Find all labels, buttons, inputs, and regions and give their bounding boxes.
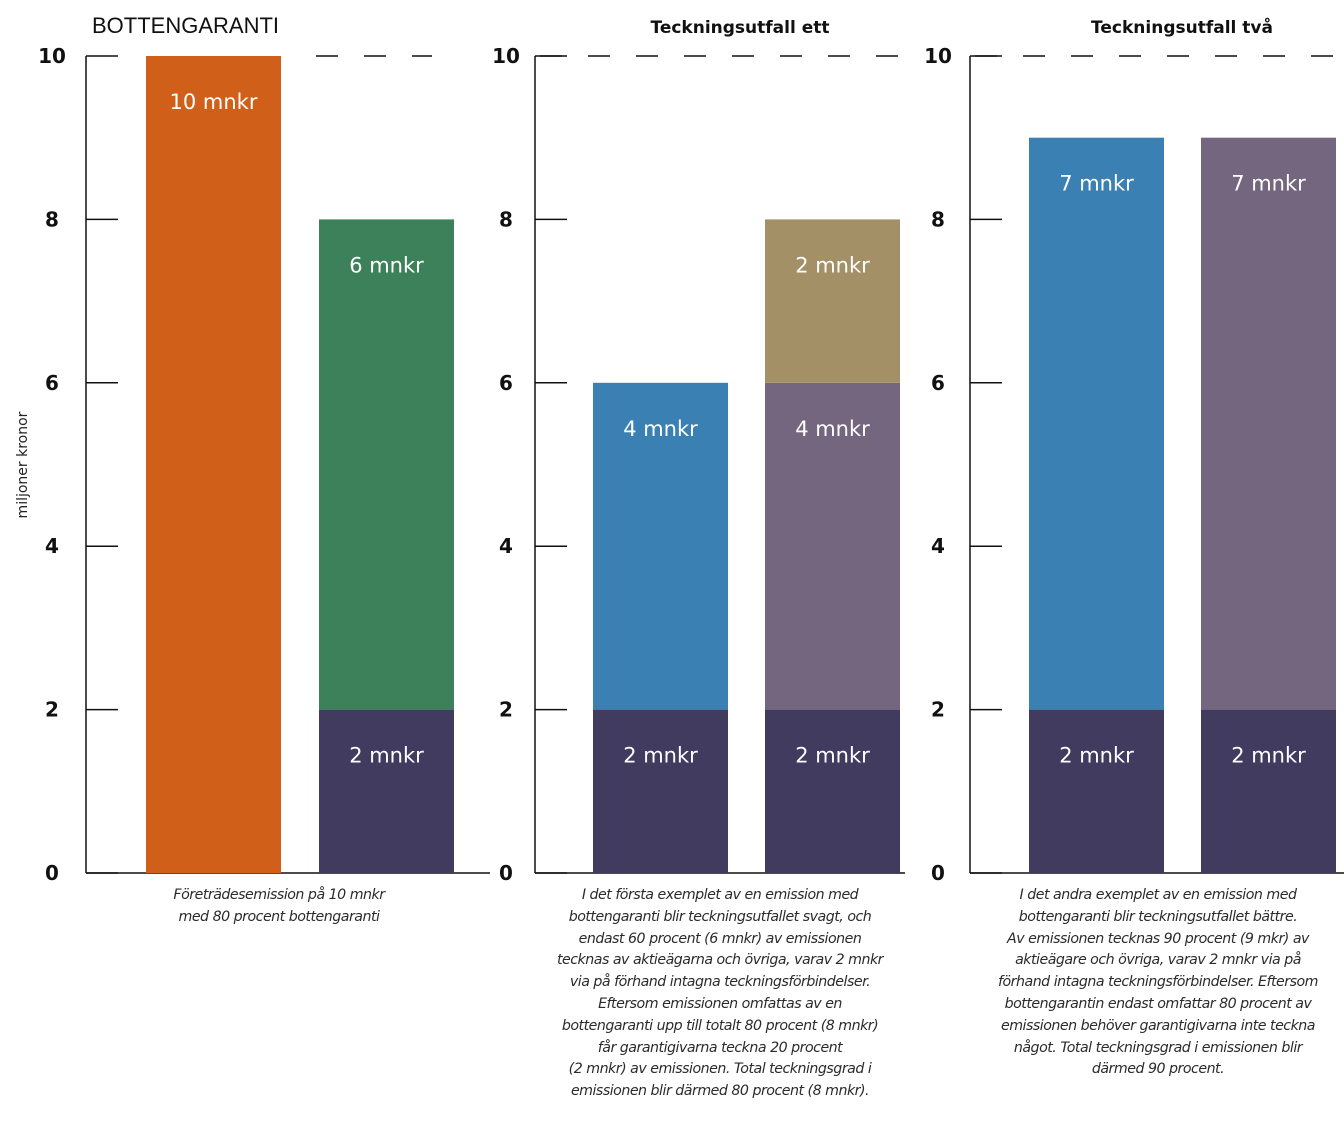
caption-line: därmed 90 procent. (1091, 1061, 1225, 1078)
bar-value-label: 2 mnkr (1059, 744, 1134, 768)
caption-line: Företrädesemission på 10 mnkr (173, 887, 385, 903)
chart-title: BOTTENGARANTI (92, 13, 279, 38)
chart-title: Teckningsutfall ett (650, 18, 829, 38)
bar-segment (1201, 137, 1336, 710)
caption-line: endast 60 procent (6 mnkr) av emissionen (578, 930, 862, 947)
bar-value-label: 4 mnkr (623, 417, 698, 441)
bar-segment (1201, 709, 1336, 873)
caption-line: (2 mnkr) av emissionen. Total teckningsg… (568, 1061, 872, 1078)
y-tick-label: 10 (492, 44, 520, 68)
y-tick-label: 0 (499, 861, 513, 885)
y-tick-label: 8 (499, 207, 513, 231)
bar-segment (593, 709, 728, 873)
bar-segment (319, 219, 454, 710)
caption-line: bottengaranti upp till totalt 80 procent… (561, 1017, 879, 1034)
bar-segment (593, 382, 728, 710)
y-tick-label: 4 (499, 534, 513, 558)
bar-value-label: 2 mnkr (1231, 744, 1306, 768)
caption-line: I det andra exemplet av en emission med (1019, 887, 1297, 903)
bar-segment (765, 709, 900, 873)
chart-title: Teckningsutfall två (1091, 16, 1273, 38)
bar-segment (765, 219, 900, 383)
caption-line: aktieägare och övriga, varav 2 mnkr via … (1015, 952, 1301, 969)
bar-value-label: 10 mnkr (170, 90, 258, 114)
caption-line: bottengaranti blir teckningsutfallet bät… (1018, 908, 1298, 925)
bar-value-label: 4 mnkr (795, 417, 870, 441)
y-tick-label: 6 (45, 371, 59, 395)
chart-caption: Företrädesemission på 10 mnkr med 80 proc… (89, 885, 469, 929)
bar-segment (146, 56, 281, 873)
bar-value-label: 2 mnkr (349, 744, 424, 768)
y-tick-label: 4 (45, 534, 59, 558)
caption-line: Av emissionen tecknas 90 procent (9 mkr)… (1007, 930, 1309, 947)
bar-value-label: 6 mnkr (349, 253, 424, 277)
y-tick-label: 2 (499, 698, 513, 722)
bar-value-label: 7 mnkr (1059, 172, 1134, 196)
bar-segment (319, 709, 454, 873)
caption-line: Eftersom emissionen omfattas av en (598, 995, 842, 1012)
y-axis-label: miljoner kronor (15, 411, 31, 518)
caption-line: bottengarantin endast omfattar 80 procen… (1004, 995, 1312, 1012)
caption-line: emissionen blir därmed 80 procent (8 mnk… (570, 1083, 870, 1100)
bar-value-label: 2 mnkr (623, 744, 698, 768)
y-tick-label: 6 (931, 371, 945, 395)
bar-value-label: 2 mnkr (795, 744, 870, 768)
caption-line: något. Total teckningsgrad i emissionen … (1013, 1039, 1303, 1056)
y-tick-label: 4 (931, 534, 945, 558)
caption-line: bottengaranti blir teckningsutfallet sva… (568, 908, 872, 925)
caption-line: får garantigivarna teckna 20 procent (597, 1039, 843, 1056)
bar-value-label: 7 mnkr (1231, 172, 1306, 196)
y-tick-label: 2 (931, 698, 945, 722)
bar-segment (1029, 137, 1164, 710)
bar-segment (765, 382, 900, 710)
y-tick-label: 8 (45, 207, 59, 231)
caption-line: tecknas av aktieägarna och övriga, varav… (556, 952, 884, 969)
chart-caption: I det första exemplet av en emission med… (530, 885, 910, 1103)
caption-line: med 80 procent bottengaranti (178, 908, 381, 925)
bar-value-label: 2 mnkr (795, 253, 870, 277)
caption-line: emissionen behöver garantigivarna inte t… (1000, 1017, 1316, 1034)
bar-segment (1029, 709, 1164, 873)
y-tick-label: 10 (38, 44, 66, 68)
y-tick-label: 10 (924, 44, 952, 68)
chart-caption: I det andra exemplet av en emission med b… (968, 885, 1344, 1081)
y-tick-label: 2 (45, 698, 59, 722)
y-tick-label: 0 (45, 861, 59, 885)
y-tick-label: 8 (931, 207, 945, 231)
caption-line: I det första exemplet av en emission med (581, 887, 859, 903)
caption-line: via på förhand intagna teckningsförbinde… (569, 974, 871, 991)
caption-line: förhand intagna teckningsförbindelser. E… (998, 974, 1319, 991)
y-tick-label: 6 (499, 371, 513, 395)
y-tick-label: 0 (931, 861, 945, 885)
